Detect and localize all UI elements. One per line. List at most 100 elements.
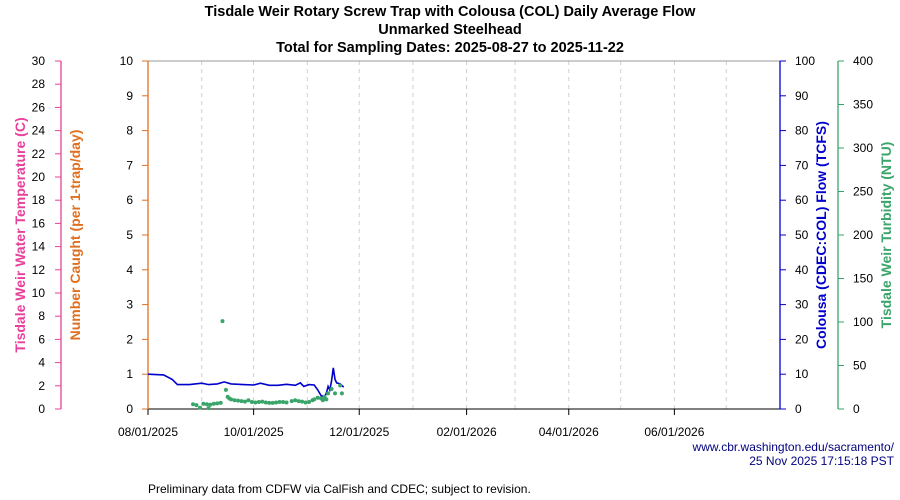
turbidity-point bbox=[206, 406, 211, 411]
turbidity-point bbox=[242, 399, 247, 404]
flow-tick-label: 10 bbox=[795, 367, 809, 381]
flow-axis-title: Colousa (CDEC:COL) Flow (TCFS) bbox=[813, 121, 829, 349]
x-tick-label: 02/01/2026 bbox=[437, 425, 497, 439]
turbidity-point bbox=[289, 399, 294, 404]
x-tick-label: 10/01/2025 bbox=[224, 425, 284, 439]
turbidity-tick-label: 200 bbox=[853, 228, 873, 242]
temperature-tick-label: 16 bbox=[32, 216, 46, 230]
turbidity-tick-label: 150 bbox=[853, 272, 873, 286]
temperature-tick-label: 12 bbox=[32, 263, 46, 277]
chart-sampling-dates: Total for Sampling Dates: 2025-08-27 to … bbox=[276, 40, 624, 56]
turbidity-axis-title: Tisdale Weir Turbidity (NTU) bbox=[878, 142, 894, 329]
turbidity-point bbox=[191, 402, 196, 407]
turbidity-point bbox=[267, 400, 272, 405]
temperature-tick-label: 24 bbox=[32, 124, 46, 138]
flow-tick-label: 20 bbox=[795, 332, 809, 346]
turbidity-point bbox=[201, 401, 206, 406]
caught-tick-label: 2 bbox=[126, 332, 133, 346]
turbidity-point bbox=[215, 401, 220, 406]
turbidity-tick-label: 50 bbox=[853, 359, 867, 373]
x-tick-label: 06/01/2026 bbox=[644, 425, 704, 439]
turbidity-point bbox=[333, 391, 338, 396]
x-tick-label: 08/01/2025 bbox=[118, 425, 178, 439]
temperature-tick-label: 22 bbox=[32, 147, 46, 161]
turbidity-point bbox=[249, 400, 254, 405]
caught-tick-label: 10 bbox=[120, 54, 134, 68]
turbidity-tick-label: 0 bbox=[853, 402, 860, 416]
temperature-tick-label: 20 bbox=[32, 170, 46, 184]
chart-subtitle: Unmarked Steelhead bbox=[378, 22, 522, 38]
chart-title: Tisdale Weir Rotary Screw Trap with Colo… bbox=[204, 4, 696, 20]
turbidity-point bbox=[284, 400, 289, 405]
caught-tick-label: 4 bbox=[126, 263, 133, 277]
turbidity-point bbox=[239, 399, 244, 404]
temperature-tick-label: 10 bbox=[32, 286, 46, 300]
source-url[interactable]: www.cbr.washington.edu/sacramento/ bbox=[692, 440, 894, 454]
temperature-tick-label: 6 bbox=[38, 332, 45, 346]
temperature-axis-title: Tisdale Weir Water Temperature (C) bbox=[12, 117, 28, 352]
turbidity-point bbox=[260, 399, 265, 404]
temperature-tick-label: 28 bbox=[32, 77, 46, 91]
turbidity-point bbox=[300, 399, 305, 404]
turbidity-tick-label: 400 bbox=[853, 54, 873, 68]
turbidity-tick-label: 250 bbox=[853, 185, 873, 199]
turbidity-point bbox=[274, 400, 279, 405]
caught-tick-label: 5 bbox=[126, 228, 133, 242]
turbidity-point bbox=[329, 386, 334, 391]
turbidity-point bbox=[296, 399, 301, 404]
footnote: Preliminary data from CDFW via CalFish a… bbox=[148, 482, 531, 496]
caught-tick-label: 8 bbox=[126, 124, 133, 138]
turbidity-point bbox=[211, 401, 216, 406]
turbidity-point bbox=[270, 400, 275, 405]
turbidity-tick-label: 300 bbox=[853, 141, 873, 155]
turbidity-point bbox=[312, 397, 317, 402]
flow-tick-label: 40 bbox=[795, 263, 809, 277]
temperature-tick-label: 4 bbox=[38, 356, 45, 370]
flow-tick-label: 70 bbox=[795, 158, 809, 172]
turbidity-point bbox=[303, 400, 308, 405]
turbidity-point bbox=[232, 398, 237, 403]
turbidity-tick-label: 100 bbox=[853, 315, 873, 329]
turbidity-point bbox=[253, 400, 258, 405]
turbidity-point bbox=[326, 391, 331, 396]
caught-tick-label: 1 bbox=[126, 367, 133, 381]
turbidity-point bbox=[208, 402, 213, 407]
caught-tick-label: 0 bbox=[126, 402, 133, 416]
temperature-tick-label: 0 bbox=[38, 402, 45, 416]
caught-tick-label: 3 bbox=[126, 298, 133, 312]
turbidity-point bbox=[223, 387, 228, 392]
turbidity-point bbox=[324, 397, 329, 402]
turbidity-point bbox=[194, 403, 199, 408]
turbidity-point bbox=[277, 400, 282, 405]
turbidity-point bbox=[339, 391, 344, 396]
flow-tick-label: 80 bbox=[795, 124, 809, 138]
turbidity-point bbox=[236, 398, 241, 403]
flow-tick-label: 50 bbox=[795, 228, 809, 242]
turbidity-point bbox=[229, 397, 234, 402]
flow-tick-label: 0 bbox=[795, 402, 802, 416]
turbidity-point bbox=[220, 319, 225, 324]
flow-tick-label: 100 bbox=[795, 54, 815, 68]
turbidity-tick-label: 350 bbox=[853, 98, 873, 112]
turbidity-point bbox=[281, 400, 286, 405]
turbidity-point bbox=[256, 400, 261, 405]
turbidity-point bbox=[204, 402, 209, 407]
temperature-tick-label: 18 bbox=[32, 193, 46, 207]
x-tick-label: 04/01/2026 bbox=[539, 425, 599, 439]
turbidity-point bbox=[338, 383, 343, 388]
temperature-tick-label: 8 bbox=[38, 309, 45, 323]
x-tick-label: 12/01/2025 bbox=[329, 425, 389, 439]
flow-tick-label: 60 bbox=[795, 193, 809, 207]
turbidity-point bbox=[263, 400, 268, 405]
temperature-tick-label: 14 bbox=[32, 240, 46, 254]
caught-tick-label: 9 bbox=[126, 89, 133, 103]
flow-tick-label: 30 bbox=[795, 298, 809, 312]
caught-tick-label: 6 bbox=[126, 193, 133, 207]
turbidity-point bbox=[293, 398, 298, 403]
temperature-tick-label: 30 bbox=[32, 54, 46, 68]
turbidity-point bbox=[246, 398, 251, 403]
timestamp: 25 Nov 2025 17:15:18 PST bbox=[749, 454, 894, 468]
turbidity-point bbox=[197, 405, 202, 410]
turbidity-point bbox=[218, 400, 223, 405]
